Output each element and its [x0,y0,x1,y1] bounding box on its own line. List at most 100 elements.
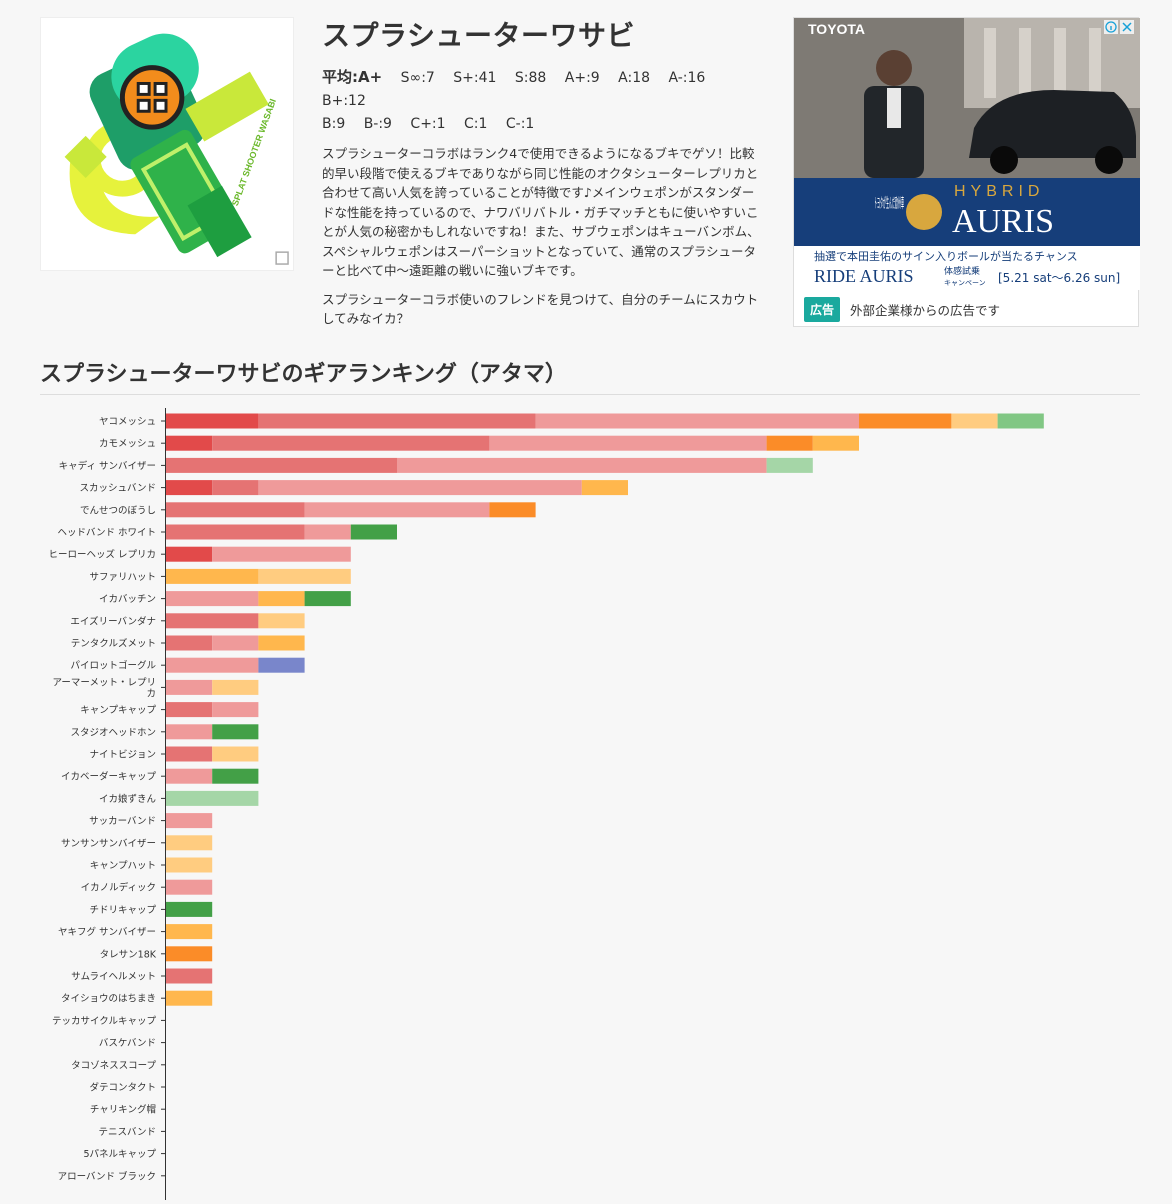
bar-segment[interactable] [166,946,213,962]
category-label: ヘッドバンド ホワイト [58,528,157,539]
bar-segment[interactable] [258,613,305,629]
bar-segment[interactable] [166,480,213,496]
ad-headline-large1: HYBRID [954,183,1044,200]
bar-segment[interactable] [166,679,213,695]
page-title: スプラシューターワサビ [322,19,635,52]
bar-segment[interactable] [304,591,351,607]
bar-segment[interactable] [212,435,490,451]
bar-segment[interactable] [166,924,213,940]
bar-segment[interactable] [951,413,998,429]
bar-segment[interactable] [166,702,213,718]
advertisement[interactable]: TOYOTA トヨタが生んだ欧州車 HYBRID AURIS 抽選で本田圭佑のサ… [793,17,1140,328]
bar-segment[interactable] [258,568,351,584]
ad-headline-large2: AURIS [952,203,1054,240]
bar-segment[interactable] [166,524,305,540]
ad-footnote: 外部企業様からの広告です [850,302,1001,318]
bar-segment[interactable] [258,635,305,651]
category-label: テンタクルズメット [71,638,156,650]
category-label: ヤキフグ サンバイザー [58,926,156,938]
bar-segment[interactable] [166,968,213,984]
bar-segment[interactable] [166,835,213,851]
bar-segment[interactable] [304,524,351,540]
bar-segment[interactable] [212,724,259,740]
gear-ranking-chart: ヤコメッシュ カモメッシュ キャディ サンバイザー スカッシュバンド でんせつのぼうしヘ… [0,404,1172,1200]
bar-segment[interactable] [812,435,859,451]
ad-banner[interactable]: TOYOTA トヨタが生んだ欧州車 HYBRID AURIS 抽選で本田圭佑のサ… [794,18,1140,290]
bar-segment[interactable] [397,457,767,473]
bar-segment[interactable] [258,591,305,607]
ad-footer: 広告 外部企業様からの広告です [794,290,1140,328]
bar-segment[interactable] [535,413,859,429]
bar-segment[interactable] [859,413,952,429]
category-label: サンサンサンバイザー [61,838,156,849]
bar-segment[interactable] [166,502,305,518]
bar-segment[interactable] [166,857,213,873]
rank-count: S∞:7 [400,70,435,86]
category-label: 5パネルキャップ [83,1149,156,1160]
bar-segment[interactable] [212,635,259,651]
bar-segment[interactable] [212,480,259,496]
bar-segment[interactable] [166,568,259,584]
bar-segment[interactable] [258,413,536,429]
close-icon[interactable] [1120,20,1134,34]
section-divider [40,394,1140,395]
bar-segment[interactable] [166,657,259,673]
ad-campaign-text: 抽選で本田圭佑のサイン入りボールが当たるチャンス [814,249,1078,263]
section-title: スプラシューターワサビのギアランキング（アタマ） [40,362,567,387]
bar-segment[interactable] [489,435,767,451]
bar-segment[interactable] [166,635,213,651]
rank-count: C-:1 [505,116,535,132]
info-icon[interactable] [1104,20,1118,34]
category-label: パイロットゴーグル [70,660,156,672]
bar-segment[interactable] [166,813,213,829]
bar-segment[interactable] [166,990,213,1006]
category-label: テッカサイクルキャップ [52,1016,157,1027]
bar-segment[interactable] [166,591,259,607]
bar-segment[interactable] [166,790,259,806]
category-label: でんせつのぼうし [80,505,156,516]
bar-segment[interactable] [258,657,305,673]
bar-segment[interactable] [166,413,259,429]
bar-segment[interactable] [212,546,351,562]
bar-segment[interactable] [212,679,259,695]
bar-segment[interactable] [166,724,213,740]
rank-summary: 平均:A+ S∞:7 S+:41 S:88 A+:9 A:18 A-:16 B+… [322,66,762,136]
bar-segment[interactable] [166,546,213,562]
rank-count: B-:9 [363,116,392,132]
bar-segment[interactable] [166,901,213,917]
ad-ride-text: RIDE AURIS [814,266,914,286]
category-label: サムライヘルメット [71,972,156,983]
category-label: ヤコメッシュ [99,417,156,428]
bar-segment[interactable] [258,480,582,496]
bar-segment[interactable] [212,702,259,718]
bar-segment[interactable] [212,746,259,762]
bar-segment[interactable] [166,879,213,895]
category-label: イカノルディック [81,882,156,894]
ad-brand: TOYOTA [808,21,865,37]
bar-segment[interactable] [350,524,397,540]
bar-segment[interactable] [166,746,213,762]
bar-segment[interactable] [489,502,536,518]
rank-count: C:1 [464,116,488,132]
bar-segment[interactable] [997,413,1044,429]
category-label: バスケバンド [99,1038,156,1049]
category-label: ダテコンタクト [89,1082,156,1094]
bar-segment[interactable] [766,435,813,451]
average-rank: 平均:A+ [322,68,383,86]
bar-segment[interactable] [212,768,259,784]
category-label: ナイトビジョン [89,750,156,761]
category-label: ヒーローヘッズ レプリカ [48,549,156,561]
category-label: タイショウのはちまき [61,994,156,1005]
category-label: エイズリーバンダナ [70,615,156,627]
category-label: タコゾネススコープ [71,1060,156,1071]
bar-segment[interactable] [304,502,490,518]
rank-count: B+:12 [322,93,366,109]
bar-segment[interactable] [166,435,213,451]
category-label: アローバンド ブラック [58,1170,156,1182]
bar-segment[interactable] [766,457,813,473]
bar-segment[interactable] [166,457,397,473]
bar-segment[interactable] [166,613,259,629]
bar-segment[interactable] [581,480,628,496]
bar-segment[interactable] [166,768,213,784]
rank-count: C+:1 [410,116,446,132]
